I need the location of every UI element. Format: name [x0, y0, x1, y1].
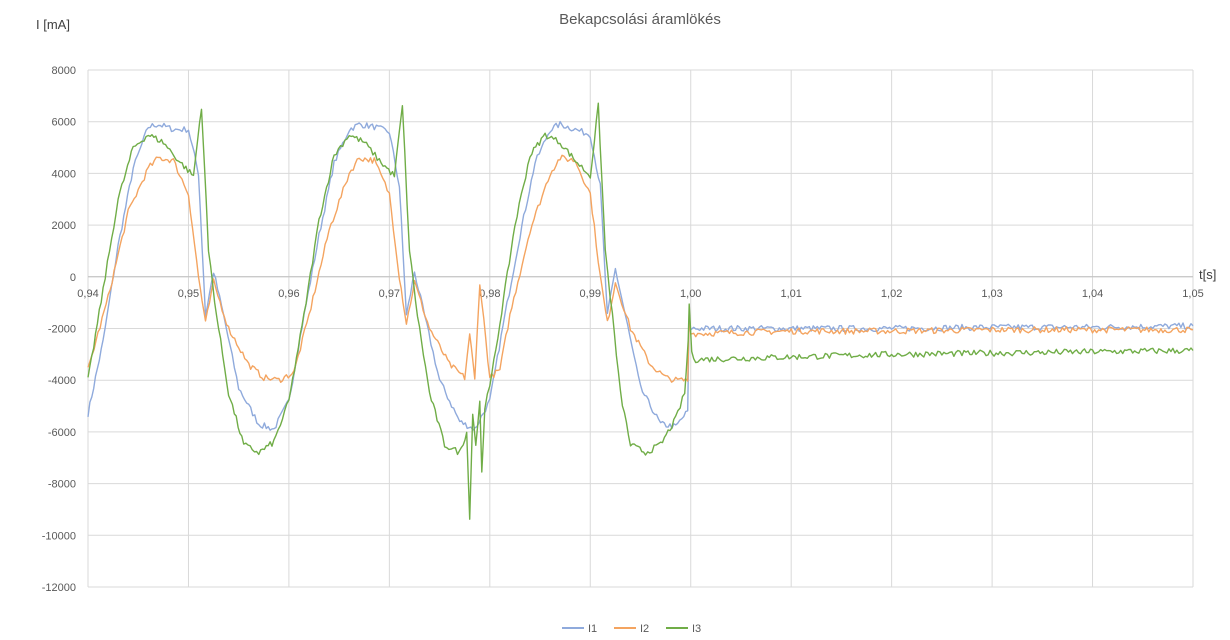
x-tick-label: 1,05 [1182, 288, 1203, 300]
tick-labels: -12000 -10000 -8000 -6000 -4000 -2000 0 2000 400… [42, 65, 1204, 594]
legend-label-i1: I1 [588, 623, 597, 635]
x-tick-label: 0,98 [479, 288, 500, 300]
x-tick-label: 0,94 [77, 288, 98, 300]
y-tick-label: 0 [70, 272, 76, 284]
y-tick-label: -4000 [48, 375, 76, 387]
y-tick-label: 4000 [52, 168, 76, 180]
x-tick-label: 1,00 [680, 288, 701, 300]
y-tick-label: -10000 [42, 530, 76, 542]
legend-label-i2: I2 [640, 623, 649, 635]
y-tick-label: 6000 [52, 117, 76, 129]
series-line-i3 [87, 102, 1194, 520]
x-tick-label: 1,04 [1082, 288, 1103, 300]
x-tick-label: 0,97 [379, 288, 400, 300]
legend: I1 I2 I3 [562, 623, 701, 635]
y-tick-label: 8000 [52, 65, 76, 77]
series-line-i2 [87, 154, 1194, 383]
y-tick-label: -8000 [48, 479, 76, 491]
x-axis-title: t[s] [1199, 267, 1216, 282]
series-lines [87, 102, 1194, 520]
y-tick-label: 2000 [52, 220, 76, 232]
y-axis-title: I [mA] [36, 17, 70, 32]
x-tick-label: 0,96 [278, 288, 299, 300]
x-tick-label: 0,95 [178, 288, 199, 300]
y-tick-label: -2000 [48, 324, 76, 336]
chart-title: Bekapcsolási áramlökés [559, 11, 721, 28]
x-tick-label: 1,03 [981, 288, 1002, 300]
x-tick-label: 0,99 [580, 288, 601, 300]
x-tick-label: 1,01 [780, 288, 801, 300]
y-tick-label: -6000 [48, 427, 76, 439]
x-tick-label: 1,02 [881, 288, 902, 300]
y-tick-label: -12000 [42, 582, 76, 594]
grid [87, 69, 1194, 588]
legend-label-i3: I3 [692, 623, 701, 635]
series-line-i1 [87, 120, 1194, 431]
